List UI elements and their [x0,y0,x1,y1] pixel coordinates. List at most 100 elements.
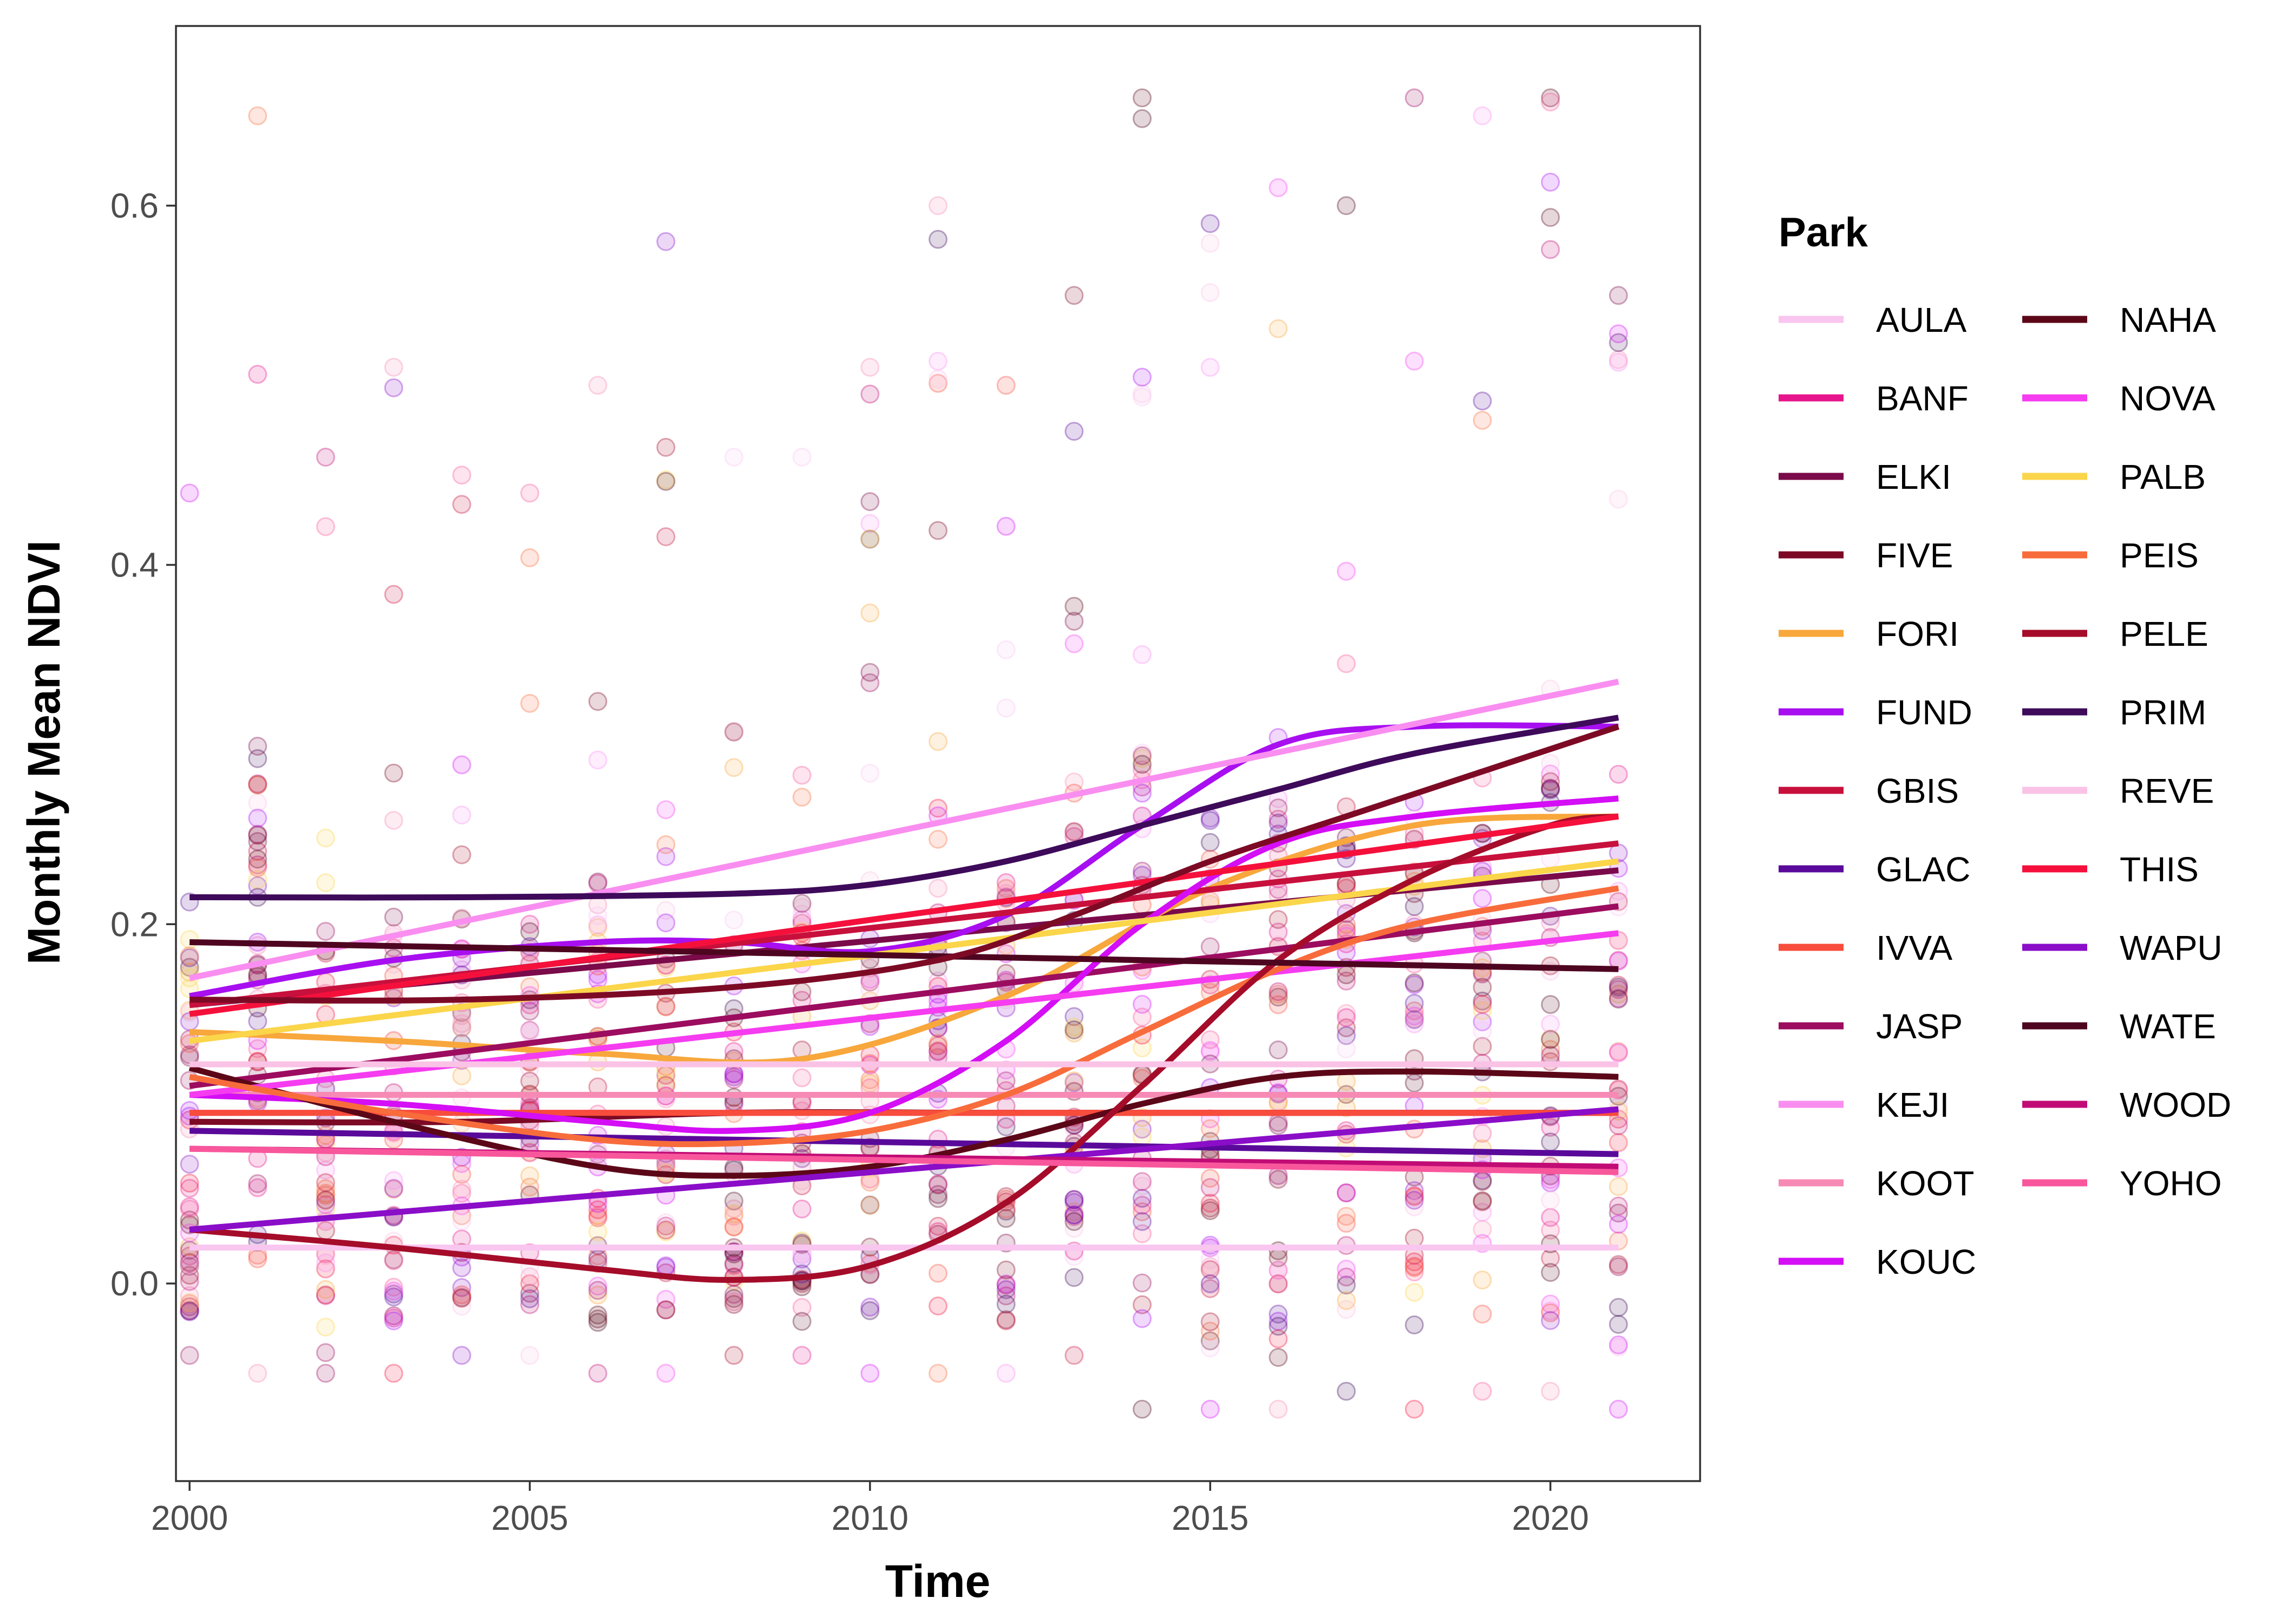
point-JASP-2018 [1404,88,1424,108]
point-JASP-2002 [316,1343,335,1363]
point-IVVA-2012 [996,376,1016,395]
point-WAPU-2018 [1404,1181,1424,1200]
point-WATE-2011 [929,1175,948,1195]
point-PRIM-2017 [1337,1381,1356,1401]
trend-line-KEJI [189,678,1619,981]
point-KOOT-2008 [724,1207,743,1226]
y-tick-label-0.4: 0.4 [110,546,159,585]
point-WATE-2004 [452,1288,472,1307]
point-YOHO-2008 [724,1292,743,1312]
legend-label-GBIS: GBIS [1876,771,1959,810]
point-KEJI-2004 [452,806,472,825]
point-FORI-2019 [1473,1270,1492,1289]
point-KOUC-2012 [996,1274,1016,1294]
point-FORI-2010 [860,1196,880,1215]
legend-label-NOVA: NOVA [2120,379,2216,418]
point-KOOT-2003 [384,358,403,377]
point-FIVE-2001 [248,775,267,795]
trend-line-THIS [189,813,1619,1017]
point-PALB-2014 [1133,749,1152,768]
point-REVE-2014 [1133,1176,1152,1196]
point-PEIS-2020 [1541,1040,1560,1059]
point-NAHA-2006 [588,1309,607,1329]
point-PEIS-2012 [996,879,1016,898]
point-PEIS-2000 [180,946,199,966]
point-KOOT-2004 [452,1014,472,1033]
point-WATE-2013 [1064,1212,1084,1231]
point-GLAC-2012 [996,1280,1016,1299]
point-PEIS-2003 [384,1180,403,1199]
point-WOOD-2021 [1609,1116,1628,1135]
point-NAHA-2013 [1064,822,1084,842]
point-GBIS-2007 [656,997,676,1016]
point-PELE-2005 [520,1071,539,1091]
point-KOUC-2000 [180,483,199,503]
point-BANF-2016 [1269,922,1288,942]
point-KOOT-2006 [588,376,607,395]
point-PEIS-2015 [1200,1321,1220,1341]
point-WATE-2014 [1133,755,1152,774]
point-IVVA-2008 [724,1217,743,1236]
point-ELKI-2005 [520,1284,539,1303]
point-PELE-2017 [1337,1018,1356,1038]
point-GBIS-2002 [316,1173,335,1193]
point-FORI-2004 [452,1066,472,1085]
point-WAPU-2008 [724,1067,743,1086]
point-KEJI-2015 [1200,1043,1220,1062]
point-FUND-2007 [656,1256,676,1275]
legend-label-REVE: REVE [2120,771,2214,810]
point-JASP-2010 [860,673,880,692]
point-YOHO-2020 [1541,92,1560,112]
point-WAPU-2010 [860,1298,880,1317]
point-FUND-2020 [1541,173,1560,192]
point-GLAC-2020 [1541,780,1560,800]
point-WATE-2020 [1541,995,1560,1014]
point-FIVE-2012 [996,1310,1016,1330]
legend-label-PELE: PELE [2120,614,2208,653]
point-KEJI-2019 [1473,106,1492,126]
trend-line-GLAC [190,1128,1619,1157]
point-YOHO-2003 [384,1278,403,1297]
point-FORI-2008 [724,1204,743,1224]
point-FORI-2006 [588,1285,607,1305]
point-PRIM-2015 [1200,833,1220,852]
point-KEJI-2016 [1269,1261,1288,1280]
point-PEIS-2011 [929,829,948,849]
point-PRIM-2010 [860,1301,880,1320]
point-GBIS-2002 [316,1285,335,1305]
point-JASP-2012 [996,1071,1016,1091]
point-GBIS-2015 [1200,1260,1220,1279]
point-WOOD-2010 [860,384,880,404]
point-NOVA-2021 [1609,952,1628,971]
point-GBIS-2021 [1609,975,1628,995]
point-YOHO-2000 [180,1200,199,1219]
point-WOOD-2015 [1200,1178,1220,1197]
point-KEJI-2020 [1541,1014,1560,1034]
point-WATE-2008 [724,1254,743,1273]
point-GLAC-2013 [1064,1007,1084,1026]
point-KOOT-2016 [1269,1399,1288,1419]
point-REVE-2007 [656,1213,676,1233]
point-FUND-2016 [1269,1312,1288,1331]
point-REVE-2017 [1337,1300,1356,1319]
point-KOOT-2010 [860,358,880,377]
point-KOOT-2000 [180,1286,199,1305]
point-FIVE-2009 [792,982,812,1001]
y-axis: 0.0 0.2 0.4 0.6 [110,186,176,1303]
point-AULA-2015 [1200,1250,1220,1269]
point-WATE-2013 [1064,1020,1084,1040]
y-tick-label-0.6: 0.6 [110,186,159,225]
point-JASP-2021 [1609,1257,1628,1276]
point-WAPU-2013 [1064,1206,1084,1225]
point-PRIM-2021 [1609,1314,1628,1334]
point-IVVA-2011 [929,374,948,393]
point-THIS-2006 [588,1200,607,1220]
point-KOUC-2021 [1609,1399,1628,1419]
point-FIVE-2013 [1064,286,1084,305]
point-NAHA-2014 [1133,88,1152,108]
point-KOOT-2004 [452,1180,472,1199]
point-REVE-2009 [792,898,812,917]
point-JASP-2016 [1269,798,1288,817]
point-PEIS-2018 [1404,1258,1424,1278]
point-WOOD-2001 [248,824,267,844]
